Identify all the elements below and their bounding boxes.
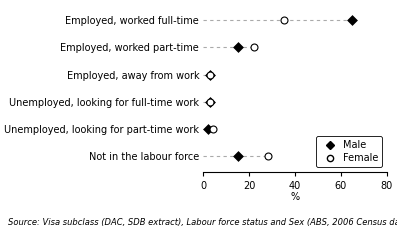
Point: [205, 127, 211, 131]
Point: [207, 73, 213, 76]
Point: [235, 154, 241, 158]
Point: [209, 127, 216, 131]
Point: [349, 19, 355, 22]
Point: [207, 100, 213, 104]
Point: [207, 100, 213, 104]
Point: [207, 73, 213, 76]
Text: Source: Visa subclass (DAC, SDB extract), Labour force status and Sex (ABS, 2006: Source: Visa subclass (DAC, SDB extract)…: [8, 218, 397, 227]
Point: [251, 46, 257, 49]
Point: [264, 154, 271, 158]
Point: [280, 19, 287, 22]
Legend: Male, Female: Male, Female: [316, 136, 382, 167]
X-axis label: %: %: [291, 192, 300, 202]
Point: [235, 46, 241, 49]
